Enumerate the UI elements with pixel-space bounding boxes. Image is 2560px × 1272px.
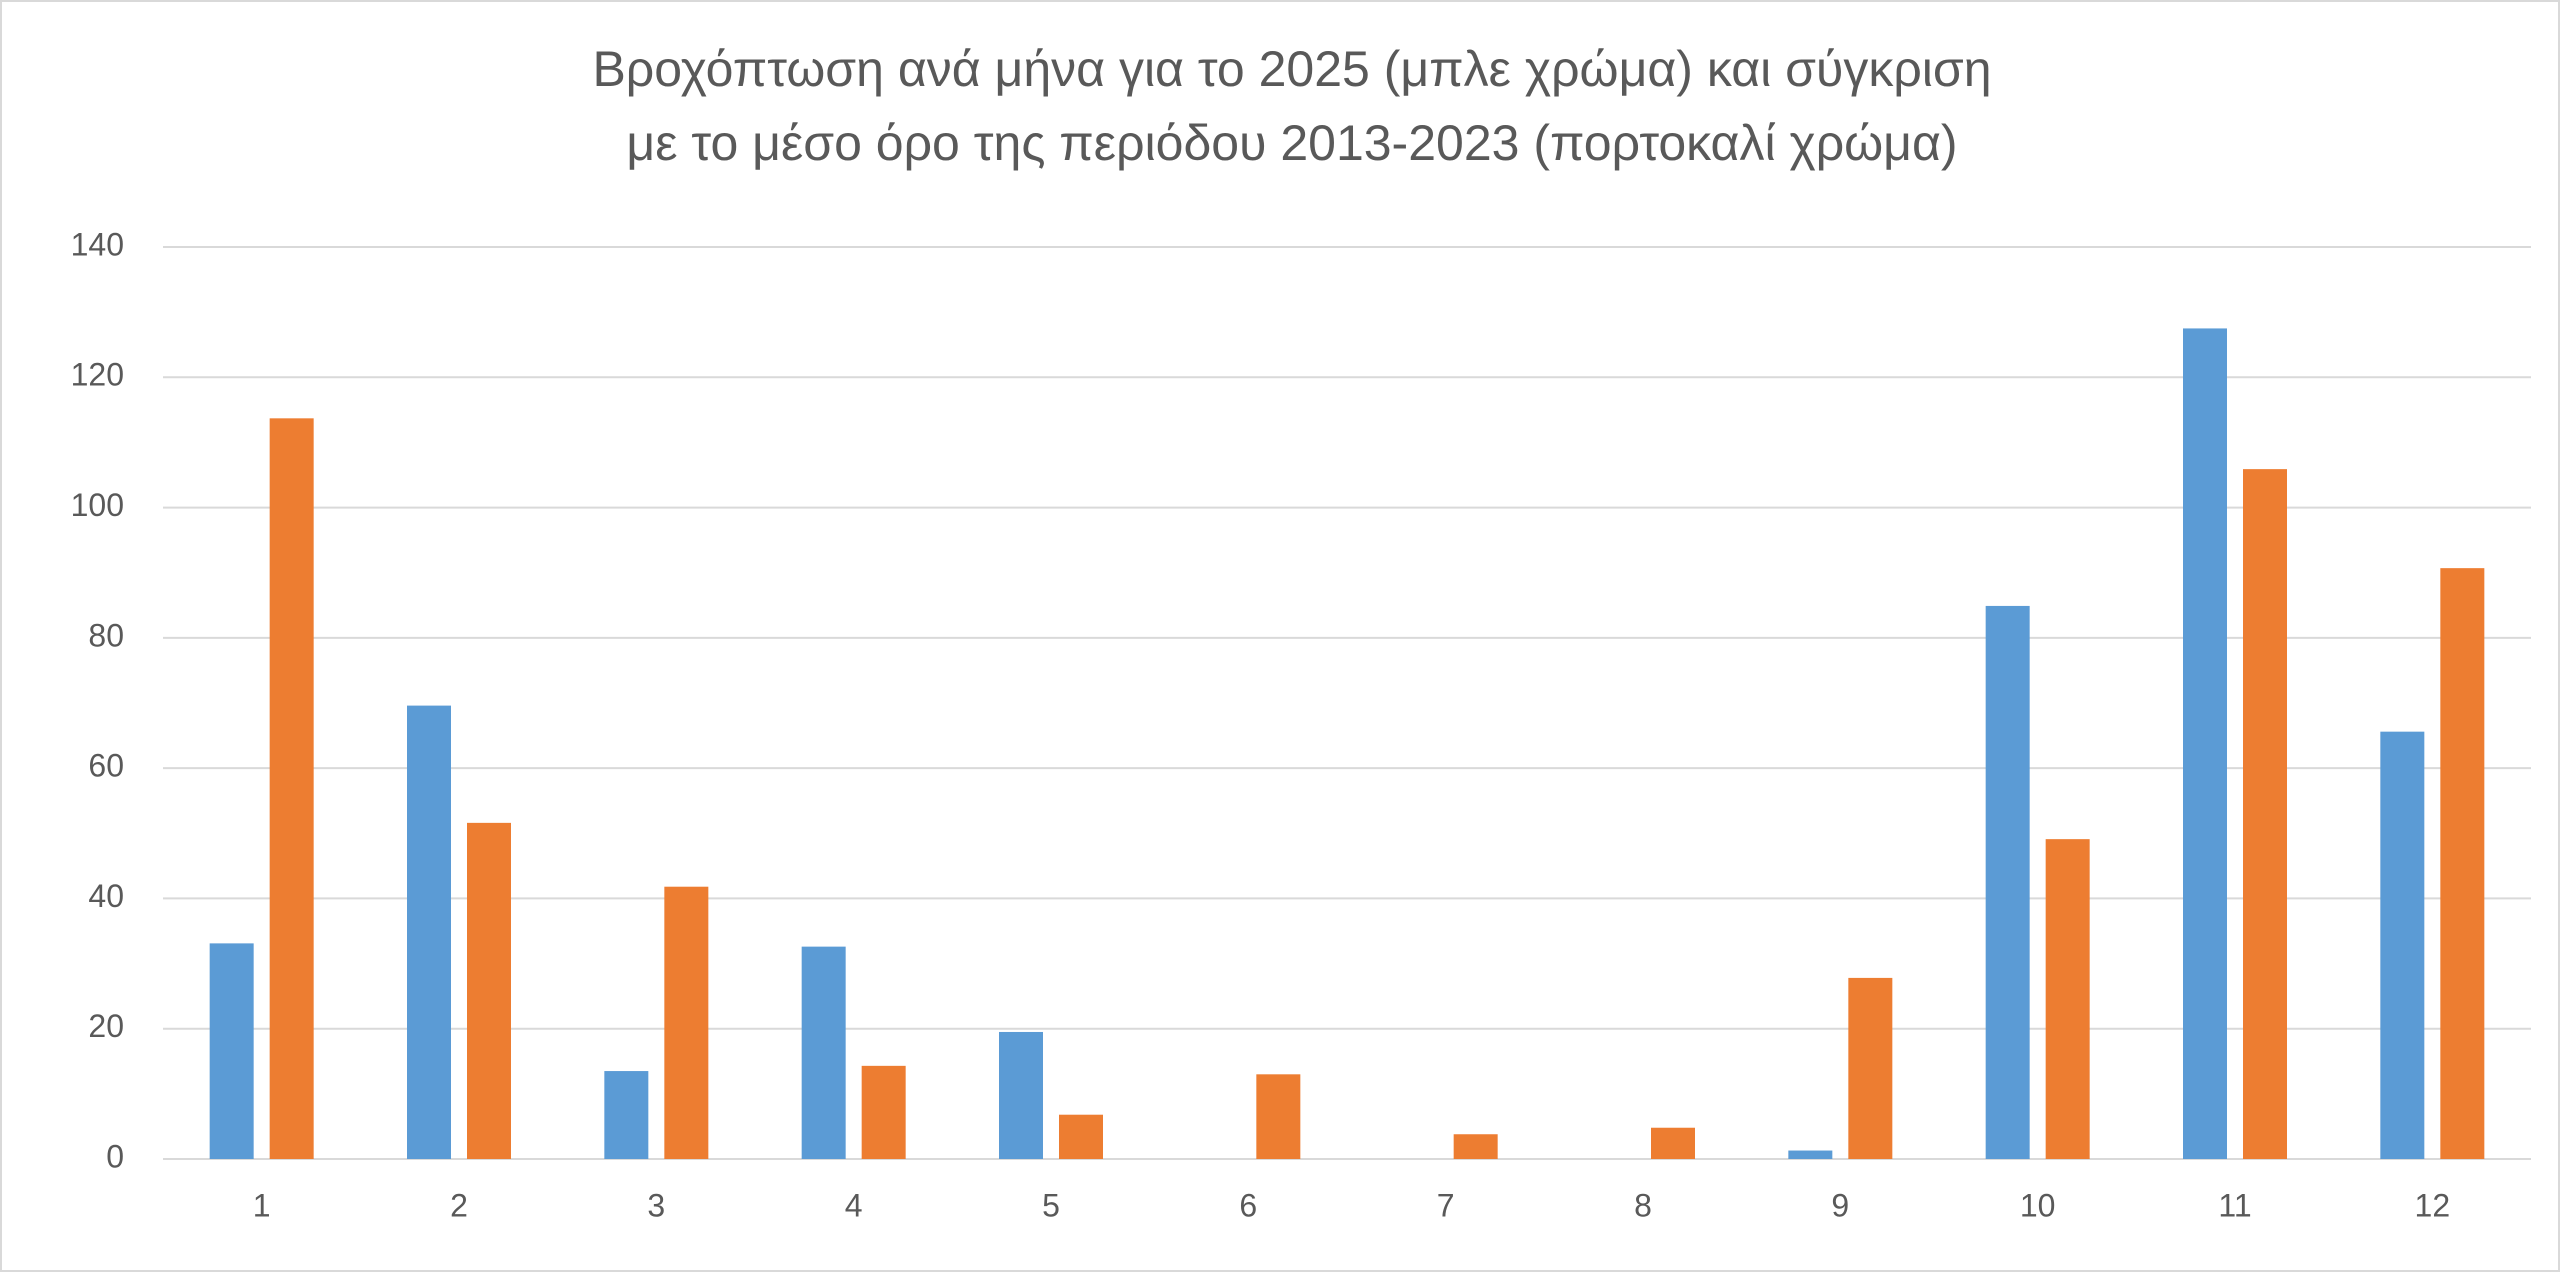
bar	[269, 418, 314, 1160]
y-tick-label: 140	[71, 226, 124, 262]
y-tick-label: 100	[71, 487, 124, 523]
x-tick-label: 3	[647, 1187, 665, 1223]
bar	[1985, 605, 2030, 1159]
bar	[1256, 1074, 1301, 1159]
x-tick-label: 11	[2218, 1187, 2251, 1223]
bar	[209, 943, 254, 1159]
bar	[2183, 328, 2227, 1159]
bar	[2243, 469, 2287, 1159]
bar	[604, 1071, 649, 1159]
x-tick-label: 7	[1437, 1187, 1455, 1223]
y-tick-label: 120	[71, 357, 124, 393]
x-tick-label: 5	[1042, 1187, 1060, 1223]
chart-title: με το μέσο όρο της περιόδου 2013-2023 (π…	[626, 115, 1957, 171]
bar	[1651, 1127, 1695, 1159]
y-tick-label: 20	[88, 1008, 124, 1044]
bar	[999, 1031, 1043, 1159]
bar	[1848, 977, 1893, 1159]
bar	[2440, 568, 2485, 1159]
bar	[664, 886, 709, 1159]
x-tick-label: 10	[2020, 1187, 2056, 1223]
x-tick-label: 4	[845, 1187, 863, 1223]
bar	[861, 1065, 906, 1159]
y-tick-label: 80	[88, 617, 124, 653]
x-tick-label: 6	[1239, 1187, 1257, 1223]
bar	[1059, 1114, 1103, 1159]
y-tick-label: 40	[88, 878, 124, 914]
x-tick-label: 12	[2415, 1187, 2451, 1223]
bar	[2045, 839, 2090, 1159]
bar	[801, 946, 846, 1159]
x-tick-label: 1	[253, 1187, 271, 1223]
bar	[2380, 731, 2425, 1159]
bar	[1788, 1150, 1833, 1159]
y-tick-label: 0	[106, 1138, 124, 1174]
x-tick-label: 2	[450, 1187, 468, 1223]
y-tick-label: 60	[88, 748, 124, 784]
x-tick-label: 8	[1634, 1187, 1652, 1223]
bar	[1453, 1134, 1498, 1159]
chart-title: Βροχόπτωση ανά μήνα για το 2025 (μπλε χρ…	[592, 41, 1991, 97]
bar	[407, 705, 451, 1159]
x-tick-label: 9	[1831, 1187, 1849, 1223]
bar	[467, 822, 511, 1159]
